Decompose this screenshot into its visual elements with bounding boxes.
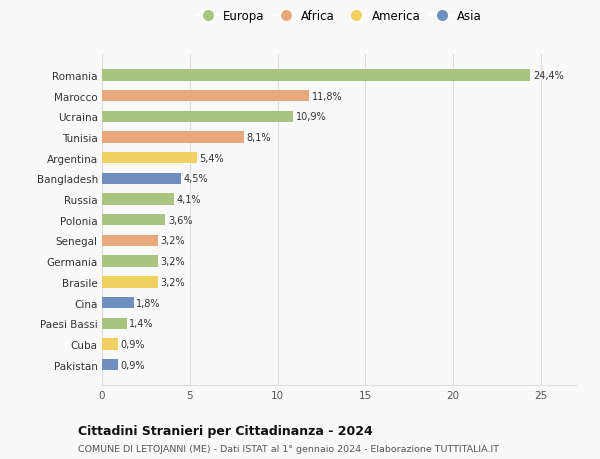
Bar [102,339,118,350]
Bar [102,194,174,205]
Bar [102,132,244,143]
Text: 1,4%: 1,4% [129,319,154,329]
Text: 0,9%: 0,9% [121,339,145,349]
Text: COMUNE DI LETOJANNI (ME) - Dati ISTAT al 1° gennaio 2024 - Elaborazione TUTTITAL: COMUNE DI LETOJANNI (ME) - Dati ISTAT al… [78,444,499,453]
Text: 24,4%: 24,4% [533,71,564,81]
Bar [102,235,158,246]
Bar [102,359,118,370]
Text: 1,8%: 1,8% [136,298,161,308]
Text: 11,8%: 11,8% [312,91,343,101]
Text: Cittadini Stranieri per Cittadinanza - 2024: Cittadini Stranieri per Cittadinanza - 2… [78,425,373,437]
Text: 4,1%: 4,1% [176,195,201,205]
Bar [102,297,134,308]
Text: 4,5%: 4,5% [184,174,208,184]
Text: 3,2%: 3,2% [161,257,185,267]
Text: 3,2%: 3,2% [161,277,185,287]
Text: 10,9%: 10,9% [296,112,326,122]
Text: 8,1%: 8,1% [247,133,271,143]
Bar [102,153,197,164]
Bar [102,318,127,329]
Bar [102,215,165,226]
Bar [102,70,530,81]
Bar [102,174,181,185]
Bar [102,91,309,102]
Bar [102,112,293,123]
Text: 0,9%: 0,9% [121,360,145,370]
Bar [102,277,158,288]
Legend: Europa, Africa, America, Asia: Europa, Africa, America, Asia [194,8,484,26]
Text: 3,6%: 3,6% [168,215,193,225]
Bar [102,256,158,267]
Text: 3,2%: 3,2% [161,236,185,246]
Text: 5,4%: 5,4% [199,153,224,163]
